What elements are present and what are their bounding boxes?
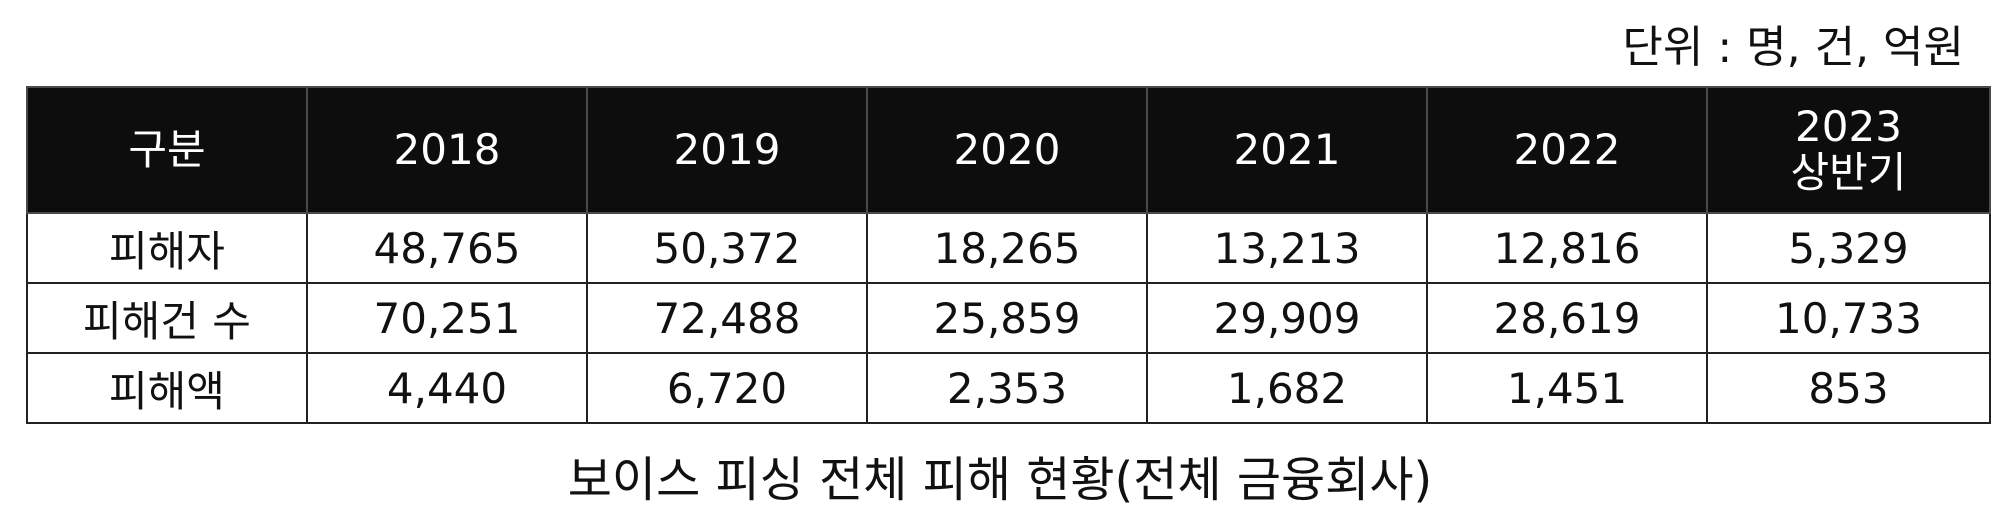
table-caption: 보이스 피싱 전체 피해 현황(전체 금융회사)	[567, 452, 1433, 508]
header-year: 2020	[866, 86, 1148, 214]
table-cell: 72,488	[586, 282, 868, 354]
header-year: 2022	[1426, 86, 1708, 214]
table-cell: 5,329	[1706, 212, 1991, 284]
table-cell: 853	[1706, 352, 1991, 424]
header-year: 2021	[1146, 86, 1428, 214]
header-year: 2018	[306, 86, 588, 214]
table-cell: 12,816	[1426, 212, 1708, 284]
table-cell: 29,909	[1146, 282, 1428, 354]
table-header-row: 구분 2018 2019 2020 2021 2022 2023 상반기	[26, 86, 1991, 214]
table-cell: 48,765	[306, 212, 588, 284]
table-cell: 50,372	[586, 212, 868, 284]
table-row: 피해건 수 70,251 72,488 25,859 29,909 28,619…	[26, 282, 1991, 354]
row-label: 피해자	[26, 212, 308, 284]
table-cell: 28,619	[1426, 282, 1708, 354]
damage-table: 구분 2018 2019 2020 2021 2022 2023 상반기	[26, 86, 1991, 424]
table-row: 피해액 4,440 6,720 2,353 1,682 1,451 853	[26, 352, 1991, 424]
table-cell: 70,251	[306, 282, 588, 354]
table-cell: 1,682	[1146, 352, 1428, 424]
header-year-2023-half: 2023 상반기	[1706, 86, 1991, 214]
table-cell: 2,353	[866, 352, 1148, 424]
table-cell: 4,440	[306, 352, 588, 424]
header-category: 구분	[26, 86, 308, 214]
table-cell: 25,859	[866, 282, 1148, 354]
table-row: 피해자 48,765 50,372 18,265 13,213 12,816 5…	[26, 212, 1991, 284]
table-cell: 18,265	[866, 212, 1148, 284]
row-label: 피해건 수	[26, 282, 308, 354]
unit-note: 단위 : 명, 건, 억원	[1622, 22, 1964, 73]
table-cell: 1,451	[1426, 352, 1708, 424]
row-label: 피해액	[26, 352, 308, 424]
table-cell: 13,213	[1146, 212, 1428, 284]
header-year: 2019	[586, 86, 868, 214]
table-cell: 6,720	[586, 352, 868, 424]
table-cell: 10,733	[1706, 282, 1991, 354]
